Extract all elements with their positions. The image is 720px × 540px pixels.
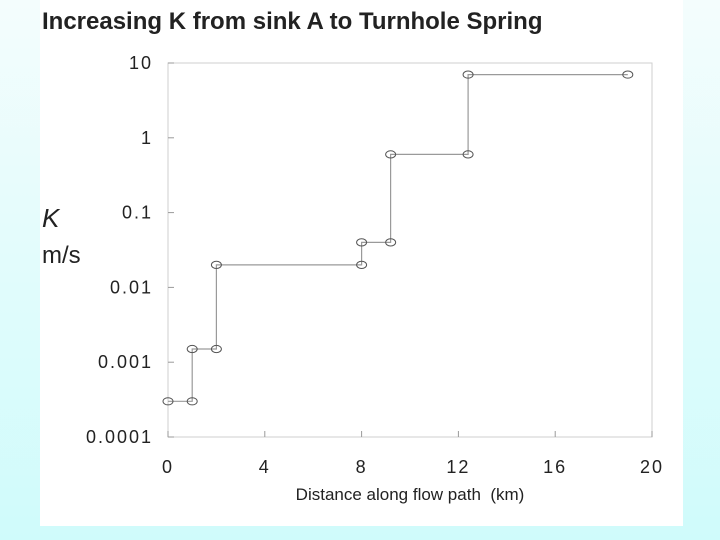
x-tick-label: 20 [640, 457, 664, 477]
y-tick-label: 10 [129, 53, 153, 73]
data-point-marker [356, 238, 368, 247]
y-axis-label: K [42, 203, 60, 233]
data-point-marker [210, 260, 222, 269]
data-point-marker [622, 70, 634, 79]
series-group [162, 70, 634, 406]
y-tick-label: 0.0001 [86, 427, 153, 447]
data-point-marker [186, 397, 198, 406]
y-tick-label: 1 [141, 128, 153, 148]
y-tick-label: 0.01 [110, 277, 153, 297]
y-tick-label: 0.1 [122, 203, 153, 223]
data-point-marker [210, 344, 222, 354]
data-point-marker [385, 238, 397, 247]
data-point-marker [356, 260, 368, 269]
data-point-marker [162, 397, 174, 406]
x-tick-label: 8 [356, 457, 368, 477]
data-point-marker [462, 70, 474, 79]
x-tick-label: 4 [259, 457, 271, 477]
series-line [168, 73, 628, 402]
data-point-marker [186, 344, 198, 354]
x-tick-label: 12 [446, 457, 470, 477]
axes: 0 4 8 12 16 20 0.0001 0.001 0.01 0.1 1 10 [86, 53, 664, 477]
data-point-marker [385, 150, 397, 159]
y-tick-label: 0.001 [98, 352, 153, 372]
x-tick-label: 16 [543, 457, 567, 477]
chart-title: Increasing K from sink A to Turnhole Spr… [42, 8, 543, 35]
x-axis-label: Distance along flow path (km) [296, 485, 525, 504]
x-tick-label: 0 [162, 457, 174, 477]
plot-frame [167, 62, 653, 438]
y-axis-unit: m/s [42, 242, 81, 269]
data-point-marker [462, 150, 474, 159]
